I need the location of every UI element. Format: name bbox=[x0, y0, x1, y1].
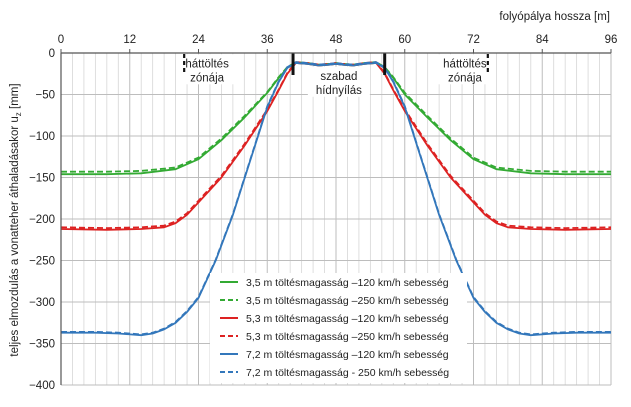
legend-label-1: 3,5 m töltésmagasság –120 km/h sebesség bbox=[246, 277, 449, 289]
legend-label-2: 3,5 m töltésmagasság –250 km/h sebesség bbox=[246, 295, 449, 307]
markers bbox=[183, 53, 489, 75]
y-axis-label-main: teljes elmozdulás a vonatteher áthaladás… bbox=[9, 116, 21, 356]
x-tick-label: 96 bbox=[605, 34, 618, 46]
annotation-text: zónája bbox=[448, 72, 482, 84]
y-tick-label: −200 bbox=[29, 214, 55, 226]
x-tick-label: 24 bbox=[192, 34, 205, 46]
annotation-text: szabad bbox=[320, 71, 357, 83]
x-tick-label: 72 bbox=[467, 34, 480, 46]
x-tick-label: 0 bbox=[58, 34, 64, 46]
legend-label-5: 7,2 m töltésmagasság –120 km/h sebesség bbox=[246, 349, 449, 361]
y-tick-label: −300 bbox=[29, 297, 55, 309]
axes bbox=[60, 49, 612, 385]
y-tick-label: −350 bbox=[29, 339, 55, 351]
y-tick-label: −100 bbox=[29, 131, 55, 143]
annotation-text: háttöltés bbox=[443, 58, 487, 70]
x-tick-label: 84 bbox=[536, 34, 549, 46]
y-tick-label: −250 bbox=[29, 256, 55, 268]
x-tick-label: 12 bbox=[123, 34, 136, 46]
legend-box bbox=[210, 273, 467, 383]
y-axis-label-unit: [mm] bbox=[9, 83, 21, 112]
y-tick-label: −150 bbox=[29, 173, 55, 185]
annotation-background bbox=[433, 54, 496, 85]
annotation-text: hídnyílás bbox=[316, 85, 362, 97]
y-axis-label-subscript: z bbox=[14, 112, 23, 116]
y-tick-label: −400 bbox=[29, 380, 55, 392]
annotation-text: háttöltés bbox=[185, 58, 229, 70]
y-axis-label: teljes elmozdulás a vonatteher áthaladás… bbox=[9, 83, 23, 356]
annotation-background bbox=[176, 54, 239, 85]
tick-labels: 0 12 24 36 48 60 72 84 96 0 −50 −100 −150 −200 −250 −30… bbox=[29, 34, 617, 392]
x-axis-label: folyópálya hossza [m] bbox=[499, 11, 610, 23]
y-tick-label: −50 bbox=[35, 90, 55, 102]
x-tick-label: 36 bbox=[261, 34, 274, 46]
legend-label-6: 7,2 m töltésmagasság - 250 km/h sebesség bbox=[246, 367, 449, 379]
x-tick-label: 48 bbox=[330, 34, 343, 46]
legend: 3,5 m töltésmagasság –120 km/h sebesség 3… bbox=[210, 273, 467, 383]
annotations: háttöltés zónája szabad hídnyílás háttöltés z… bbox=[185, 58, 487, 96]
annotation-text: zónája bbox=[190, 72, 224, 84]
x-tick-label: 60 bbox=[398, 34, 411, 46]
annotation-background bbox=[307, 66, 370, 97]
legend-label-3: 5,3 m töltésmagasság –120 km/h sebesség bbox=[246, 313, 449, 325]
annotation-backgrounds bbox=[176, 54, 496, 97]
y-tick-label: 0 bbox=[49, 48, 55, 60]
series-line-6 bbox=[61, 61, 611, 336]
legend-label-4: 5,3 m töltésmagasság –250 km/h sebesség bbox=[246, 331, 449, 343]
series-lines bbox=[60, 61, 612, 337]
